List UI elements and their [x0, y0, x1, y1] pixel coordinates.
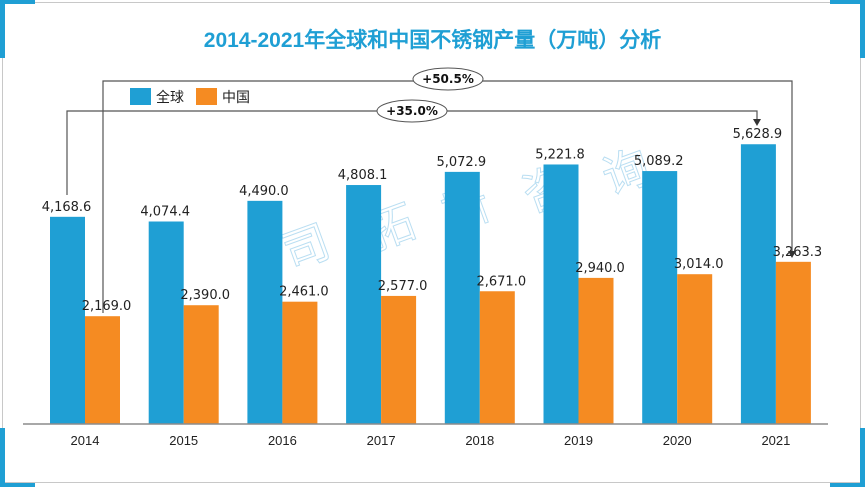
corner-accent-top-left: [0, 0, 35, 4]
bar-global-2015: [148, 221, 184, 424]
x-tick-labels: 2014 2015 2016 2017 2018 2019 2020 2021: [71, 433, 791, 448]
legend-label-china: 中国: [222, 90, 250, 106]
bar-global-2017: [346, 185, 382, 424]
arrowhead-global: [753, 119, 761, 126]
growth-label-china: +50.5%: [422, 72, 474, 86]
x-tick-label-2019: 2019: [564, 433, 593, 448]
x-tick-label-2015: 2015: [169, 433, 198, 448]
data-label-china-2017: 2,577.0: [378, 279, 428, 294]
data-label-global-2017: 4,808.1: [338, 168, 388, 183]
bar-china-2020: [677, 274, 713, 424]
x-tick-label-2016: 2016: [268, 433, 297, 448]
growth-bubble-china: [412, 67, 484, 91]
legend: 全球 中国: [130, 88, 250, 106]
watermark-glyph: 司: [275, 214, 337, 280]
bar-china-2017: [381, 295, 417, 424]
data-label-china-2018: 2,671.0: [476, 274, 526, 289]
corner-accent-top-right: [830, 0, 865, 4]
data-label-global-2016: 4,490.0: [239, 184, 289, 199]
corner-accent-bottom-left-v: [0, 428, 5, 487]
bar-china-2018: [479, 291, 515, 424]
data-label-china-2015: 2,390.0: [180, 288, 230, 303]
corner-accent-bottom-right-v: [860, 428, 865, 487]
bar-global-2018: [444, 171, 480, 424]
bar-global-2021: [740, 144, 776, 425]
bar-china-2016: [282, 301, 318, 424]
chart-title: 2014-2021年全球和中国不锈钢产量（万吨）分析: [203, 29, 662, 52]
data-label-global-2021: 5,628.9: [733, 127, 783, 142]
growth-annotation-global: +35.0%: [66, 99, 761, 195]
growth-label-global: +35.0%: [386, 104, 438, 118]
data-label-global-2015: 4,074.4: [140, 205, 190, 220]
corner-accent-top-left-v: [0, 0, 5, 58]
data-label-china-2016: 2,461.0: [279, 285, 329, 300]
bar-china-2014: [85, 316, 120, 424]
bar-global-2014: [50, 216, 85, 424]
arrowhead-china: [788, 251, 796, 258]
data-label-global-2014: 4,168.6: [42, 200, 92, 215]
bar-china-2021: [775, 261, 811, 424]
x-tick-label-2018: 2018: [465, 433, 494, 448]
bars: [50, 144, 811, 425]
data-label-global-2020: 5,089.2: [634, 154, 684, 169]
data-label-global-2018: 5,072.9: [436, 155, 486, 170]
legend-label-global: 全球: [156, 89, 184, 106]
data-label-china-2020: 3,014.0: [674, 257, 724, 272]
bar-china-2015: [183, 305, 219, 424]
bar-china-2019: [578, 277, 614, 424]
legend-swatch-china: [196, 88, 217, 105]
corner-accent-bottom-right: [830, 483, 865, 487]
legend-swatch-global: [130, 88, 151, 105]
x-tick-label-2020: 2020: [663, 433, 692, 448]
growth-annotation-china: +50.5%: [102, 67, 796, 313]
bar-global-2020: [642, 171, 678, 424]
data-label-china-2014: 2,169.0: [82, 299, 132, 314]
data-label-global-2019: 5,221.8: [535, 147, 585, 162]
x-tick-label-2021: 2021: [761, 433, 790, 448]
data-label-china-2019: 2,940.0: [575, 261, 625, 276]
bar-global-2016: [247, 200, 283, 424]
x-tick-label-2014: 2014: [71, 433, 100, 448]
corner-accent-bottom-left: [0, 483, 35, 487]
bar-global-2019: [543, 164, 579, 424]
data-labels: 4,168.6 2,169.0 4,074.4 2,390.0 4,490.0 2,461…: [42, 127, 823, 314]
x-tick-label-2017: 2017: [367, 433, 396, 448]
data-label-china-2021: 3,263.3: [773, 245, 823, 260]
growth-bubble-global: [376, 99, 448, 123]
corner-accent-top-right-v: [860, 0, 865, 58]
